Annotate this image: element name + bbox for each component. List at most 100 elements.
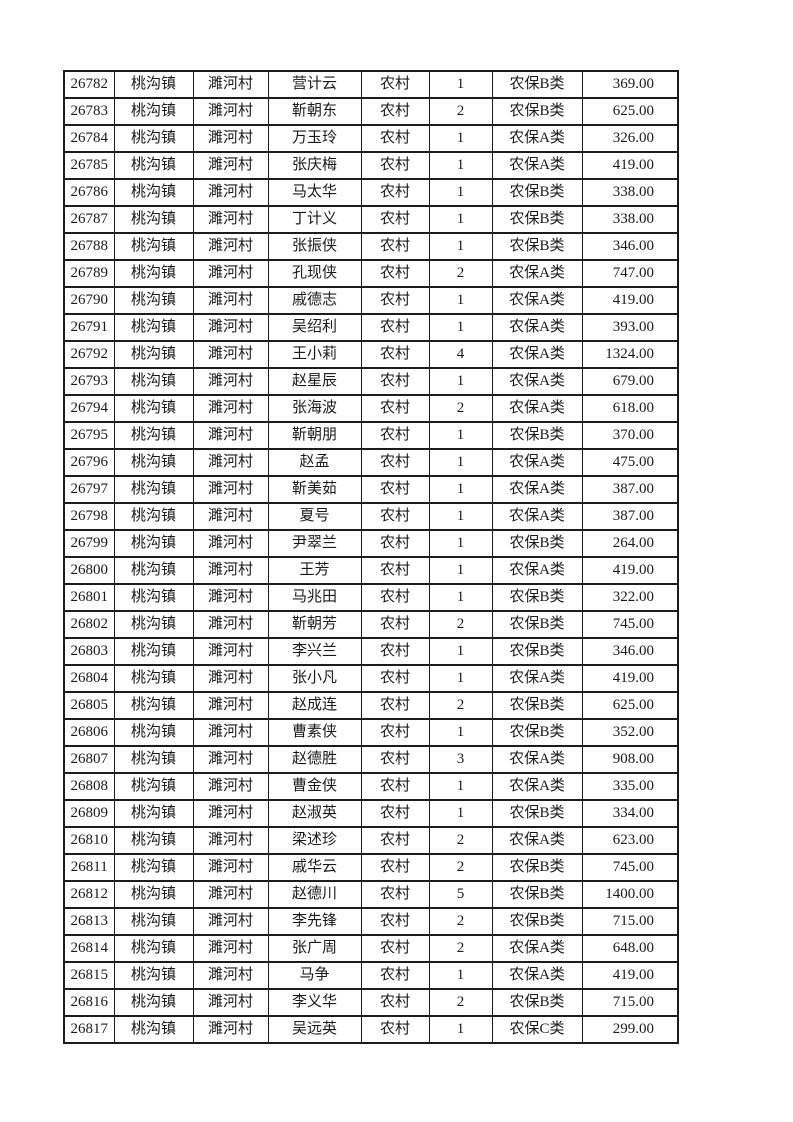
cell-town: 桃沟镇 — [113, 961, 194, 990]
cell-insurance-category: 农保B类 — [491, 583, 583, 612]
cell-town: 桃沟镇 — [113, 610, 194, 639]
table-row: 26786 桃沟镇 濉河村 马太华 农村 1 农保B类 338.00 — [63, 178, 679, 207]
cell-insurance-category: 农保A类 — [491, 664, 583, 693]
cell-amount: 352.00 — [581, 718, 679, 747]
cell-insurance-category: 农保B类 — [491, 205, 583, 234]
cell-town: 桃沟镇 — [113, 340, 194, 369]
cell-amount: 419.00 — [581, 286, 679, 315]
cell-residence-type: 农村 — [360, 421, 430, 450]
cell-residence-type: 农村 — [360, 583, 430, 612]
cell-amount: 419.00 — [581, 961, 679, 990]
cell-town: 桃沟镇 — [113, 232, 194, 261]
cell-person-name: 曹金侠 — [267, 772, 362, 801]
cell-person-name: 靳美茹 — [267, 475, 362, 504]
table-row: 26802 桃沟镇 濉河村 靳朝芳 农村 2 农保B类 745.00 — [63, 610, 679, 639]
cell-amount: 322.00 — [581, 583, 679, 612]
cell-village: 濉河村 — [192, 313, 269, 342]
cell-town: 桃沟镇 — [113, 691, 194, 720]
cell-person-count: 2 — [428, 610, 493, 639]
cell-village: 濉河村 — [192, 988, 269, 1017]
table-row: 26809 桃沟镇 濉河村 赵淑英 农村 1 农保B类 334.00 — [63, 799, 679, 828]
cell-village: 濉河村 — [192, 448, 269, 477]
cell-town: 桃沟镇 — [113, 124, 194, 153]
cell-insurance-category: 农保A类 — [491, 961, 583, 990]
cell-insurance-category: 农保A类 — [491, 286, 583, 315]
pension-records-table: 26782 桃沟镇 濉河村 营计云 农村 1 农保B类 369.00 26783… — [63, 70, 679, 1044]
cell-amount: 419.00 — [581, 556, 679, 585]
cell-village: 濉河村 — [192, 637, 269, 666]
cell-insurance-category: 农保B类 — [491, 421, 583, 450]
cell-amount: 908.00 — [581, 745, 679, 774]
cell-person-name: 张广周 — [267, 934, 362, 963]
cell-person-count: 1 — [428, 583, 493, 612]
cell-village: 濉河村 — [192, 394, 269, 423]
cell-person-count: 1 — [428, 475, 493, 504]
cell-town: 桃沟镇 — [113, 1015, 194, 1044]
cell-residence-type: 农村 — [360, 799, 430, 828]
cell-person-name: 李先锋 — [267, 907, 362, 936]
cell-person-count: 1 — [428, 448, 493, 477]
cell-insurance-category: 农保A类 — [491, 367, 583, 396]
table-row: 26816 桃沟镇 濉河村 李义华 农村 2 农保B类 715.00 — [63, 988, 679, 1017]
cell-amount: 625.00 — [581, 691, 679, 720]
cell-insurance-category: 农保A类 — [491, 502, 583, 531]
cell-amount: 419.00 — [581, 664, 679, 693]
cell-residence-type: 农村 — [360, 367, 430, 396]
cell-village: 濉河村 — [192, 1015, 269, 1044]
cell-residence-type: 农村 — [360, 151, 430, 180]
cell-person-count: 2 — [428, 826, 493, 855]
cell-insurance-category: 农保A类 — [491, 448, 583, 477]
cell-town: 桃沟镇 — [113, 151, 194, 180]
cell-residence-type: 农村 — [360, 394, 430, 423]
cell-record-id: 26782 — [63, 70, 115, 99]
cell-person-count: 2 — [428, 259, 493, 288]
cell-person-count: 1 — [428, 367, 493, 396]
cell-person-count: 1 — [428, 205, 493, 234]
cell-village: 濉河村 — [192, 907, 269, 936]
cell-person-name: 马太华 — [267, 178, 362, 207]
cell-village: 濉河村 — [192, 610, 269, 639]
cell-person-count: 1 — [428, 70, 493, 99]
cell-insurance-category: 农保A类 — [491, 394, 583, 423]
cell-amount: 326.00 — [581, 124, 679, 153]
cell-village: 濉河村 — [192, 205, 269, 234]
cell-person-count: 2 — [428, 394, 493, 423]
cell-village: 濉河村 — [192, 961, 269, 990]
cell-village: 濉河村 — [192, 178, 269, 207]
cell-residence-type: 农村 — [360, 529, 430, 558]
cell-record-id: 26800 — [63, 556, 115, 585]
cell-village: 濉河村 — [192, 718, 269, 747]
cell-person-name: 张小凡 — [267, 664, 362, 693]
cell-insurance-category: 农保B类 — [491, 178, 583, 207]
cell-residence-type: 农村 — [360, 124, 430, 153]
cell-person-name: 丁计义 — [267, 205, 362, 234]
cell-amount: 369.00 — [581, 70, 679, 99]
cell-record-id: 26788 — [63, 232, 115, 261]
cell-record-id: 26784 — [63, 124, 115, 153]
cell-person-count: 2 — [428, 988, 493, 1017]
cell-village: 濉河村 — [192, 745, 269, 774]
cell-village: 濉河村 — [192, 259, 269, 288]
cell-person-count: 1 — [428, 799, 493, 828]
cell-person-count: 2 — [428, 691, 493, 720]
cell-person-name: 马兆田 — [267, 583, 362, 612]
cell-amount: 715.00 — [581, 907, 679, 936]
cell-record-id: 26806 — [63, 718, 115, 747]
cell-insurance-category: 农保A类 — [491, 124, 583, 153]
cell-residence-type: 农村 — [360, 259, 430, 288]
cell-person-name: 靳朝东 — [267, 97, 362, 126]
cell-town: 桃沟镇 — [113, 70, 194, 99]
cell-town: 桃沟镇 — [113, 313, 194, 342]
cell-amount: 625.00 — [581, 97, 679, 126]
cell-insurance-category: 农保B类 — [491, 97, 583, 126]
table-row: 26799 桃沟镇 濉河村 尹翠兰 农村 1 农保B类 264.00 — [63, 529, 679, 558]
cell-residence-type: 农村 — [360, 286, 430, 315]
cell-record-id: 26807 — [63, 745, 115, 774]
cell-residence-type: 农村 — [360, 826, 430, 855]
cell-insurance-category: 农保A类 — [491, 826, 583, 855]
cell-town: 桃沟镇 — [113, 988, 194, 1017]
cell-person-name: 戚华云 — [267, 853, 362, 882]
cell-person-name: 赵孟 — [267, 448, 362, 477]
cell-record-id: 26796 — [63, 448, 115, 477]
cell-amount: 346.00 — [581, 232, 679, 261]
